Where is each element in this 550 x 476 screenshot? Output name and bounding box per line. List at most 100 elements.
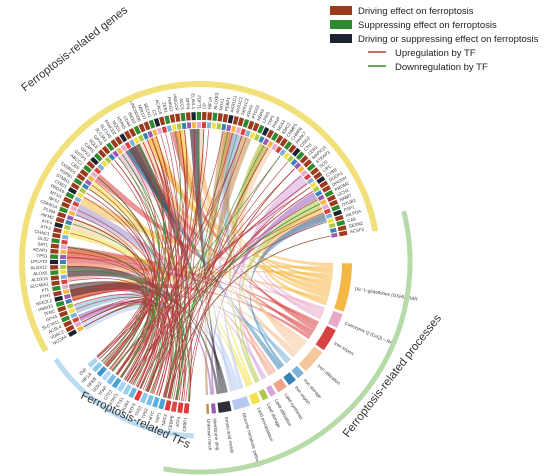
gene-label: PRDX6: [50, 183, 66, 194]
gene-effect-tick: [212, 112, 218, 121]
gene-effect-tick: [59, 206, 69, 214]
gene-process-tick: [317, 194, 325, 201]
genes-outer-arc: [19, 81, 379, 353]
tf-segment: [170, 401, 178, 413]
gene-process-tick: [230, 125, 237, 133]
process-segment: [217, 400, 232, 413]
gene-process-tick: [186, 122, 192, 129]
gene-process-tick: [166, 125, 172, 132]
gene-label: NOX1: [218, 98, 225, 111]
gene-process-tick: [258, 135, 265, 144]
gene-process-tick: [62, 229, 70, 235]
process-label: Iron import: [333, 341, 355, 357]
process-label: Coenzyme Q (CoQ) – RAR: [344, 321, 398, 347]
gene-effect-tick: [321, 185, 331, 193]
gene-label: GCH1: [336, 187, 350, 197]
legend-item: Upregulation by TF: [368, 48, 476, 59]
gene-effect-tick: [138, 123, 146, 133]
gene-ticks: [50, 112, 348, 337]
process-segment: [273, 378, 287, 393]
tf-regulation-line: [121, 143, 166, 379]
gene-label: GPX6: [92, 134, 104, 147]
gene-effect-tick: [338, 230, 348, 237]
gene-label: FTL: [41, 287, 50, 293]
gene-process-tick: [171, 124, 177, 131]
gene-process-tick: [101, 160, 109, 168]
tf-regulation-line: [132, 199, 318, 385]
gene-process-tick: [191, 122, 197, 129]
process-segment: [258, 388, 269, 401]
gene-process-tick: [240, 128, 246, 136]
process-label: Membrane dmg: [212, 418, 220, 451]
gene-effect-tick: [143, 121, 151, 131]
gene-label: SLC40A1: [30, 281, 50, 289]
process-label: Unknown mech: [206, 419, 213, 451]
gene-label: CD82: [307, 144, 319, 156]
gene-effect-tick: [106, 142, 115, 152]
gene-process-tick: [196, 122, 202, 129]
tf-segments: CEBP1ATF4CEBPBNRF2YAP1MYCTP53TP53ATF3RUN…: [78, 357, 190, 432]
tf-segment: [111, 377, 122, 389]
process-segment: [206, 403, 210, 414]
tf-regulation-line: [140, 133, 179, 390]
tf-segment: [158, 398, 166, 410]
gene-effect-tick: [331, 204, 341, 212]
legend-label: Driving effect on ferroptosis: [358, 6, 474, 17]
gene-process-tick: [323, 208, 331, 215]
process-label: Glucose metabolic pathway: [241, 412, 262, 468]
tf-regulation-line: [177, 187, 311, 401]
tfs-outer-arc: [53, 357, 195, 439]
tf-label: TP53: [141, 407, 149, 419]
tf-regulation-line: [81, 299, 146, 360]
gene-label: MIR137: [137, 104, 147, 121]
gene-effect-tick: [55, 300, 65, 308]
gene-effect-tick: [202, 112, 207, 121]
tf-label: RUNX: [120, 399, 130, 412]
tf-regulation-line: [146, 139, 192, 402]
tf-regulation-line: [139, 203, 320, 389]
gene-effect-tick: [67, 187, 78, 195]
tf-label: TFAP: [97, 385, 108, 397]
tf-segment: [106, 374, 117, 385]
legend-swatch: [330, 6, 352, 15]
gene-process-tick: [65, 298, 73, 305]
process-chord: [66, 265, 220, 395]
gene-effect-tick: [53, 227, 62, 234]
gene-process-tick: [221, 123, 227, 131]
legend-item: Driving effect on ferroptosis: [330, 6, 474, 17]
gene-process-tick: [104, 156, 112, 164]
legend-label: Suppressing effect on ferroptosis: [358, 20, 497, 31]
gene-label: PRNP: [271, 116, 281, 129]
gene-effect-tick: [65, 324, 75, 333]
tf-label: CEBPB: [167, 415, 175, 431]
processes-outer-arc: [163, 210, 413, 475]
gene-label: CBS: [70, 161, 80, 171]
gene-label: FTH1: [39, 292, 51, 299]
gene-effect-tick: [54, 295, 64, 302]
gene-process-tick: [283, 152, 290, 160]
gene-effect-tick: [110, 139, 119, 149]
gene-process-tick: [66, 215, 74, 221]
tf-segment: [134, 389, 143, 402]
gene-effect-tick: [175, 113, 181, 122]
tf-label: CEBP1: [182, 417, 188, 432]
gene-process-tick: [267, 140, 274, 148]
gene-process-tick: [60, 244, 68, 250]
tf-segment: [92, 361, 103, 373]
gene-process-tick: [147, 130, 154, 138]
gene-label: ELAVL1: [190, 93, 196, 110]
gene-label: LPCAT3: [31, 259, 48, 264]
legend-label: Upregulation by TF: [395, 48, 476, 59]
gene-process-tick: [60, 249, 67, 255]
gene-label: SCD: [318, 159, 328, 169]
tf-regulation-line: [111, 208, 322, 372]
gene-effect-tick: [76, 173, 86, 182]
gene-process-tick: [65, 219, 73, 226]
tf-regulation-line: [126, 212, 324, 382]
tf-regulation-line: [116, 135, 243, 375]
gene-effect-tick: [295, 151, 305, 161]
gene-effect-tick: [303, 159, 313, 168]
gene-process-tick: [309, 181, 317, 189]
gene-effect-tick: [288, 144, 297, 154]
tf-regulation-line: [70, 285, 160, 389]
